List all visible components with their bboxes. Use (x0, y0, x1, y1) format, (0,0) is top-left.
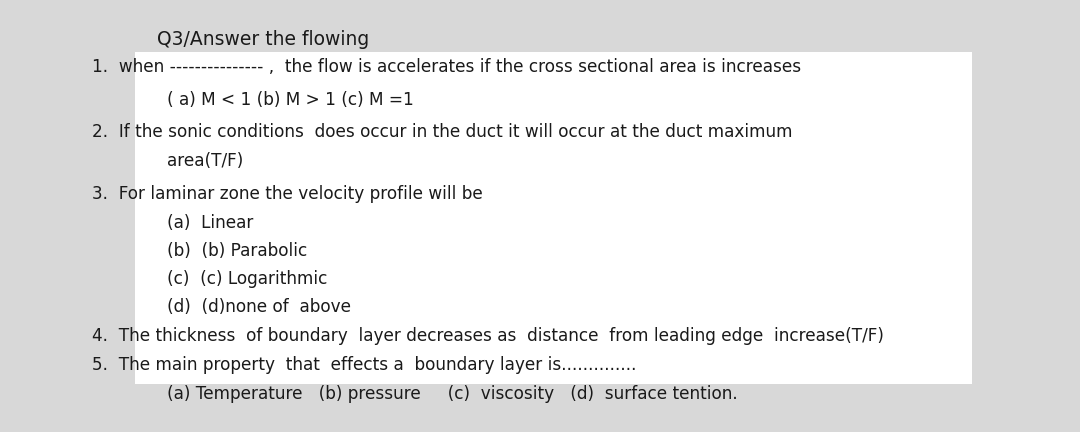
Text: (a) Temperature   (b) pressure     (c)  viscosity   (d)  surface tention.: (a) Temperature (b) pressure (c) viscosi… (167, 385, 738, 403)
Text: (b)  (b) Parabolic: (b) (b) Parabolic (167, 242, 308, 260)
Text: (a)  Linear: (a) Linear (167, 214, 254, 232)
Text: area(T/F): area(T/F) (167, 152, 244, 170)
Text: 3.  For laminar zone the velocity profile will be: 3. For laminar zone the velocity profile… (92, 185, 483, 203)
Text: (d)  (d)none of  above: (d) (d)none of above (167, 298, 351, 316)
Text: 1.  when --------------- ,  the flow is accelerates if the cross sectional area : 1. when --------------- , the flow is ac… (92, 58, 801, 76)
Text: Q3/Answer the flowing: Q3/Answer the flowing (157, 30, 369, 49)
FancyBboxPatch shape (76, 9, 1058, 423)
Text: 4.  The thickness  of boundary  layer decreases as  distance  from leading edge : 4. The thickness of boundary layer decre… (92, 327, 883, 346)
Text: 2.  If the sonic conditions  does occur in the duct it will occur at the duct ma: 2. If the sonic conditions does occur in… (92, 123, 793, 141)
Text: (c)  (c) Logarithmic: (c) (c) Logarithmic (167, 270, 327, 288)
Text: ( a) M < 1 (b) M > 1 (c) M =1: ( a) M < 1 (b) M > 1 (c) M =1 (167, 91, 414, 109)
Text: 5.  The main property  that  effects a  boundary layer is..............: 5. The main property that effects a boun… (92, 356, 636, 375)
